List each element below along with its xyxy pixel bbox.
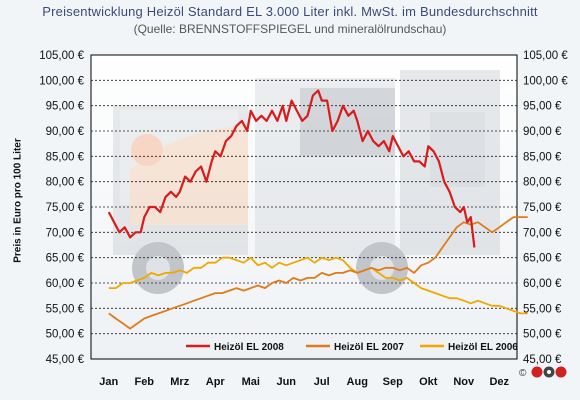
x-tick-label: Aug [347,376,368,388]
y-tick-label-left: 80,00 € [46,177,85,189]
series-line-heizöl-el-2007 [108,216,528,330]
x-axis-months: Jan Feb Mrz Apr Mai Jun Jul Aug Sep Okt Nov Dez [99,376,509,388]
x-tick-label: Feb [134,376,154,388]
legend-label-2006: Heizöl EL 2006 [448,342,518,353]
y-tick-label-right: 85,00 € [523,151,562,163]
y-tick-label-left: 105,00 € [39,50,84,62]
series-lines [107,89,528,330]
y-tick-label-right: 55,00 € [523,303,562,315]
y-tick-label-left: 60,00 € [46,278,85,290]
y-tick-label-right: 50,00 € [523,329,562,341]
y-tick-label-left: 75,00 € [46,202,85,214]
y-tick-label-left: 85,00 € [46,151,85,163]
x-tick-label: Jul [314,376,330,388]
x-tick-label: Mrz [170,376,189,388]
x-tick-label: Apr [206,376,226,388]
right-axis-ticks: 45,00 € 50,00 € 55,00 € 60,00 € 65,00 € 70,00… [523,50,568,366]
x-tick-label: Nov [453,376,475,388]
y-tick-label-left: 100,00 € [39,75,84,87]
brand-logo: © [519,366,567,379]
x-tick-label: Jan [99,376,118,388]
legend-label-2008: Heizöl EL 2008 [214,342,284,353]
x-tick-label: Mai [242,376,260,388]
y-tick-label-left: 70,00 € [46,227,85,239]
y-tick-label-left: 90,00 € [46,126,85,138]
left-axis-ticks: 45,00 € 50,00 € 55,00 € 60,00 € 65,00 € 70,00… [39,50,84,366]
copyright-symbol: © [519,368,527,379]
legend-label-2007: Heizöl EL 2007 [334,342,404,353]
x-tick-label: Dez [489,376,509,388]
y-tick-label-right: 65,00 € [523,253,562,265]
y-tick-label-right: 70,00 € [523,227,562,239]
y-tick-label-left: 95,00 € [46,101,85,113]
y-tick-label-right: 90,00 € [523,126,562,138]
y-tick-label-right: 100,00 € [523,75,568,87]
legend: Heizöl EL 2008 Heizöl EL 2007 Heizöl EL … [186,342,518,353]
chart-subtitle: (Quelle: BRENNSTOFFSPIEGEL und mineralöl… [133,22,447,36]
y-tick-label-left: 55,00 € [46,303,85,315]
y-tick-label-left: 45,00 € [46,354,85,366]
y-tick-label-right: 60,00 € [523,278,562,290]
x-tick-label: Jun [276,376,296,388]
y-tick-label-right: 45,00 € [523,354,562,366]
y-tick-label-right: 75,00 € [523,202,562,214]
chart-title: Preisentwicklung Heizöl Standard EL 3.00… [42,4,538,19]
y-tick-label-left: 50,00 € [46,329,85,341]
grid-lines [91,79,517,335]
series-line-heizöl-el-2008 [107,89,476,248]
y-tick-label-right: 80,00 € [523,177,562,189]
x-tick-label: Okt [419,376,438,388]
series-line-heizöl-el-2006 [108,256,528,315]
y-tick-label-left: 65,00 € [46,253,85,265]
y-tick-label-right: 95,00 € [523,101,562,113]
y-tick-label-right: 105,00 € [523,50,568,62]
x-tick-label: Sep [383,376,403,388]
